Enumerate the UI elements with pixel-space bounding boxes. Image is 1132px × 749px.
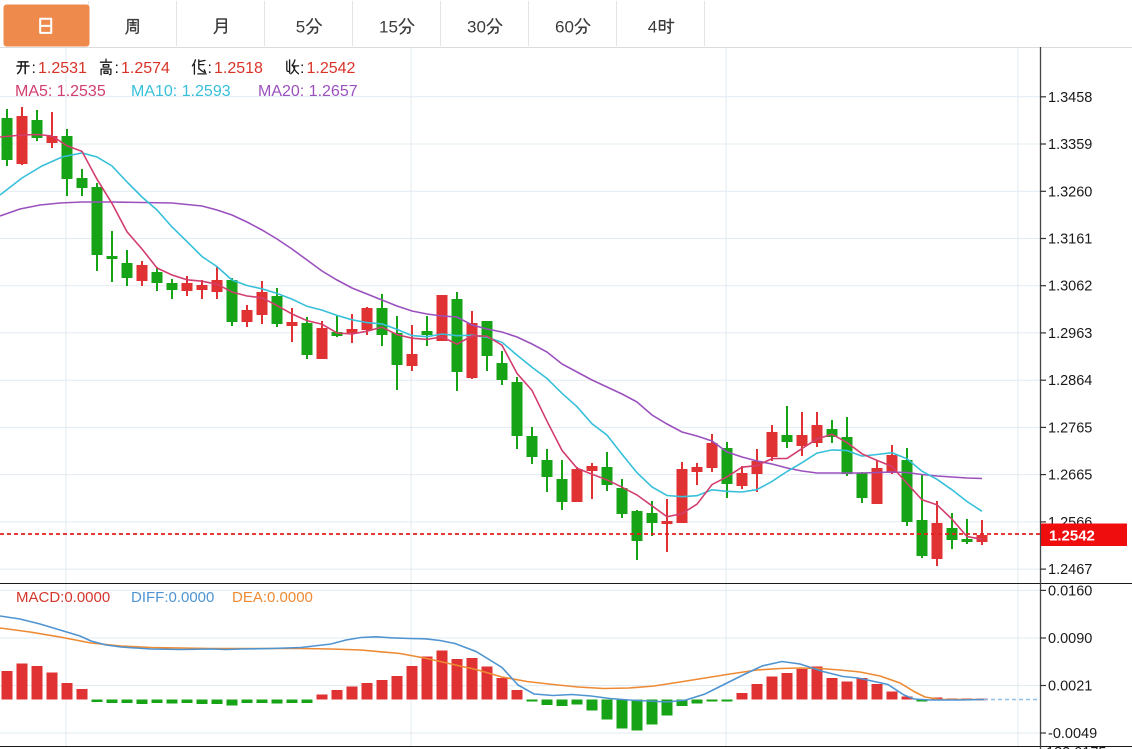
svg-text:182.0175: 182.0175: [1046, 745, 1106, 749]
svg-text:-0.0049: -0.0049: [1048, 726, 1097, 742]
svg-text:1.2542: 1.2542: [1049, 528, 1095, 545]
svg-text:1.3062: 1.3062: [1048, 279, 1092, 295]
svg-text::: :: [32, 60, 36, 77]
svg-text:1.2864: 1.2864: [1048, 373, 1092, 389]
svg-text:1.2765: 1.2765: [1048, 420, 1092, 436]
svg-text:DIFF:0.0000: DIFF:0.0000: [131, 589, 214, 606]
svg-text:1.3359: 1.3359: [1048, 137, 1092, 153]
svg-text::: :: [208, 60, 212, 77]
svg-text:1.2467: 1.2467: [1048, 562, 1092, 578]
svg-text::: :: [115, 60, 119, 77]
svg-text:0.0090: 0.0090: [1048, 631, 1092, 647]
svg-text:1.3458: 1.3458: [1048, 90, 1092, 106]
svg-text:60: 60: [555, 18, 574, 37]
svg-text:1.2963: 1.2963: [1048, 326, 1092, 342]
svg-text:1.2531: 1.2531: [38, 60, 87, 77]
svg-text:1.2574: 1.2574: [121, 60, 170, 77]
svg-text:MACD:0.0000: MACD:0.0000: [16, 589, 110, 606]
svg-text:MA5: 1.2535: MA5: 1.2535: [15, 83, 106, 100]
svg-text:1.2665: 1.2665: [1048, 468, 1092, 484]
svg-text:4: 4: [648, 18, 657, 37]
svg-text:0.0160: 0.0160: [1048, 583, 1092, 599]
svg-text:30: 30: [467, 18, 486, 37]
svg-text:DEA:0.0000: DEA:0.0000: [232, 589, 313, 606]
svg-text:5: 5: [296, 18, 305, 37]
svg-text:1.2518: 1.2518: [214, 60, 263, 77]
svg-text:1.3161: 1.3161: [1048, 232, 1092, 248]
svg-text:0.0021: 0.0021: [1048, 679, 1092, 695]
svg-text::: :: [300, 60, 304, 77]
svg-text:MA20: 1.2657: MA20: 1.2657: [258, 83, 358, 100]
svg-text:15: 15: [379, 18, 398, 37]
svg-text:MA10: 1.2593: MA10: 1.2593: [131, 83, 231, 100]
svg-text:1.3260: 1.3260: [1048, 184, 1092, 200]
svg-text:1.2542: 1.2542: [307, 60, 356, 77]
